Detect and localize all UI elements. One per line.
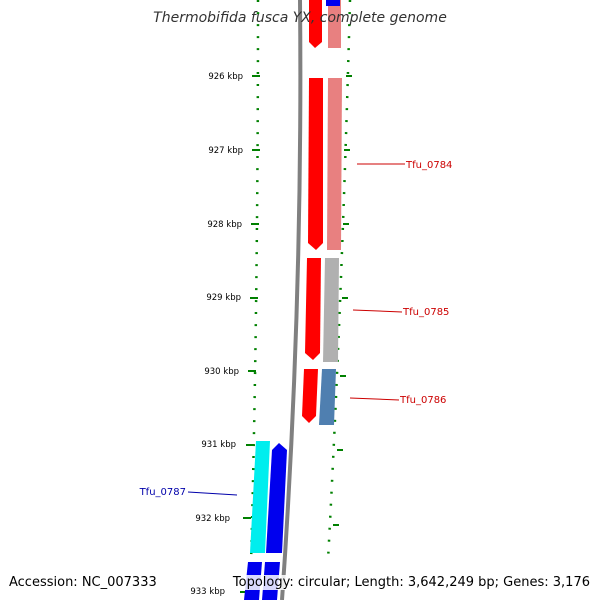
forward-cds-top bbox=[309, 0, 322, 48]
gene-label-tfu0784[interactable]: Tfu_0784 bbox=[405, 160, 452, 171]
tick-label: 933 kbp bbox=[190, 587, 225, 597]
forward-cds-tfu0784 bbox=[308, 78, 323, 250]
tick-label: 926 kbp bbox=[208, 72, 243, 82]
tick-label: 929 kbp bbox=[206, 293, 241, 303]
cyan-feature-tfu0787 bbox=[250, 441, 270, 553]
tick-label: 928 kbp bbox=[207, 220, 242, 230]
gene-leader-line bbox=[349, 397, 400, 401]
forward-cds-tfu0784-shade bbox=[327, 78, 342, 250]
gene-label-tfu0786[interactable]: Tfu_0786 bbox=[399, 395, 446, 406]
forward-cds-top-shade bbox=[328, 0, 341, 48]
reverse-cds-top bbox=[326, 0, 340, 6]
tick-label: 930 kbp bbox=[204, 367, 239, 377]
gene-label-tfu0787[interactable]: Tfu_0787 bbox=[139, 487, 186, 498]
genome-backbone bbox=[280, 0, 303, 600]
tick-label: 927 kbp bbox=[208, 146, 243, 156]
tick-label: 931 kbp bbox=[201, 440, 236, 450]
gray-feature-tfu0785 bbox=[323, 258, 339, 362]
map-title: Thermobifida fusca YX, complete genome bbox=[153, 10, 447, 26]
reverse-cds-tfu0787 bbox=[266, 443, 287, 553]
gene-leader-line bbox=[352, 309, 403, 313]
forward-cds-tfu0785 bbox=[305, 258, 321, 360]
genome-summary-text: Topology: circular; Length: 3,642,249 bp… bbox=[232, 575, 590, 590]
gene-label-tfu0785[interactable]: Tfu_0785 bbox=[402, 307, 449, 318]
steel-feature-tfu0786 bbox=[319, 369, 336, 425]
accession-text: Accession: NC_007333 bbox=[9, 575, 157, 590]
forward-cds-tfu0786 bbox=[302, 369, 318, 423]
gene-leader-line bbox=[187, 491, 238, 496]
tick-marks bbox=[240, 75, 260, 593]
outer-tick-marks bbox=[333, 75, 352, 526]
tick-label: 932 kbp bbox=[195, 514, 230, 524]
